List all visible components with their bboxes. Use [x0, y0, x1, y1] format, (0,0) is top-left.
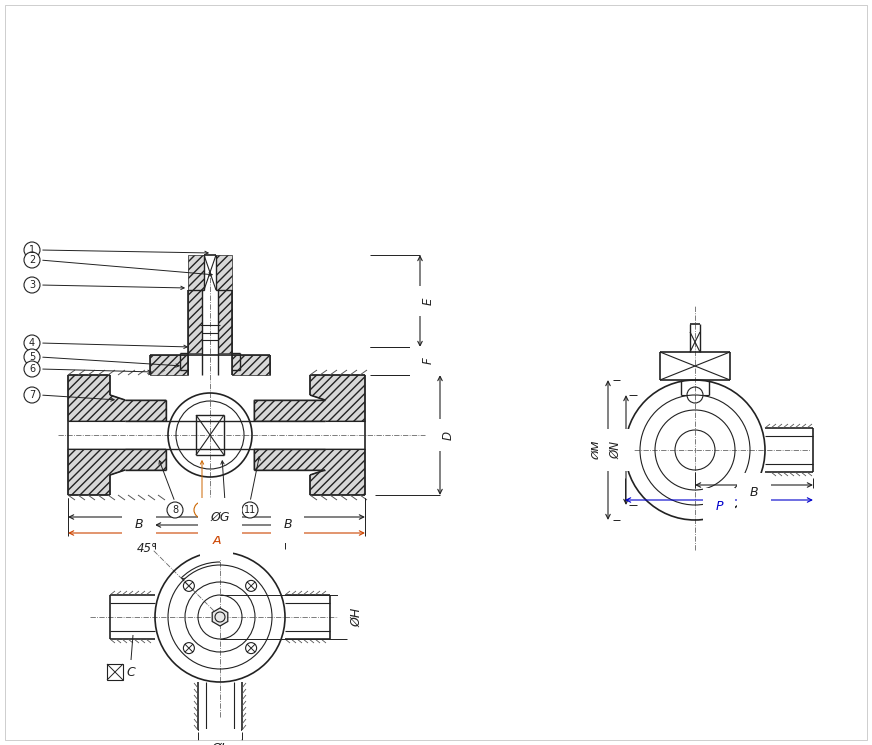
Text: D: D — [441, 431, 454, 440]
Text: B: B — [283, 518, 292, 530]
Circle shape — [167, 502, 183, 518]
Polygon shape — [216, 255, 232, 290]
Text: 7: 7 — [29, 390, 35, 400]
Circle shape — [217, 502, 233, 518]
Polygon shape — [212, 608, 228, 626]
Text: 9: 9 — [199, 505, 205, 515]
Text: 10: 10 — [219, 505, 231, 515]
Text: 2: 2 — [29, 255, 35, 265]
Text: A: A — [212, 534, 221, 548]
Text: 3: 3 — [29, 280, 35, 290]
Polygon shape — [150, 355, 188, 375]
Text: F: F — [421, 358, 434, 364]
Text: C: C — [126, 665, 135, 679]
Polygon shape — [254, 449, 365, 495]
Circle shape — [242, 502, 258, 518]
Polygon shape — [188, 255, 204, 290]
Text: P: P — [715, 501, 723, 513]
Circle shape — [24, 349, 40, 365]
Text: ØH: ØH — [351, 607, 364, 627]
Text: 5: 5 — [29, 352, 35, 362]
Circle shape — [24, 252, 40, 268]
Circle shape — [24, 335, 40, 351]
Circle shape — [24, 361, 40, 377]
Circle shape — [194, 502, 210, 518]
Text: 11: 11 — [244, 505, 256, 515]
Polygon shape — [68, 375, 166, 421]
Text: 45°: 45° — [137, 542, 158, 555]
Text: ØG: ØG — [210, 510, 229, 524]
Polygon shape — [254, 375, 365, 421]
Circle shape — [24, 277, 40, 293]
Text: 8: 8 — [172, 505, 178, 515]
Text: ØN: ØN — [610, 441, 623, 459]
Bar — [107, 664, 123, 680]
Text: ØM: ØM — [591, 440, 604, 460]
Text: B: B — [750, 486, 759, 498]
Circle shape — [24, 242, 40, 258]
Text: 4: 4 — [29, 338, 35, 348]
Polygon shape — [68, 449, 166, 495]
Text: ØL: ØL — [212, 741, 228, 745]
Polygon shape — [188, 290, 202, 353]
Text: B: B — [134, 518, 143, 530]
Polygon shape — [232, 355, 270, 375]
Text: 6: 6 — [29, 364, 35, 374]
Circle shape — [24, 387, 40, 403]
Polygon shape — [218, 290, 232, 353]
Text: 1: 1 — [29, 245, 35, 255]
Text: E: E — [421, 297, 434, 305]
